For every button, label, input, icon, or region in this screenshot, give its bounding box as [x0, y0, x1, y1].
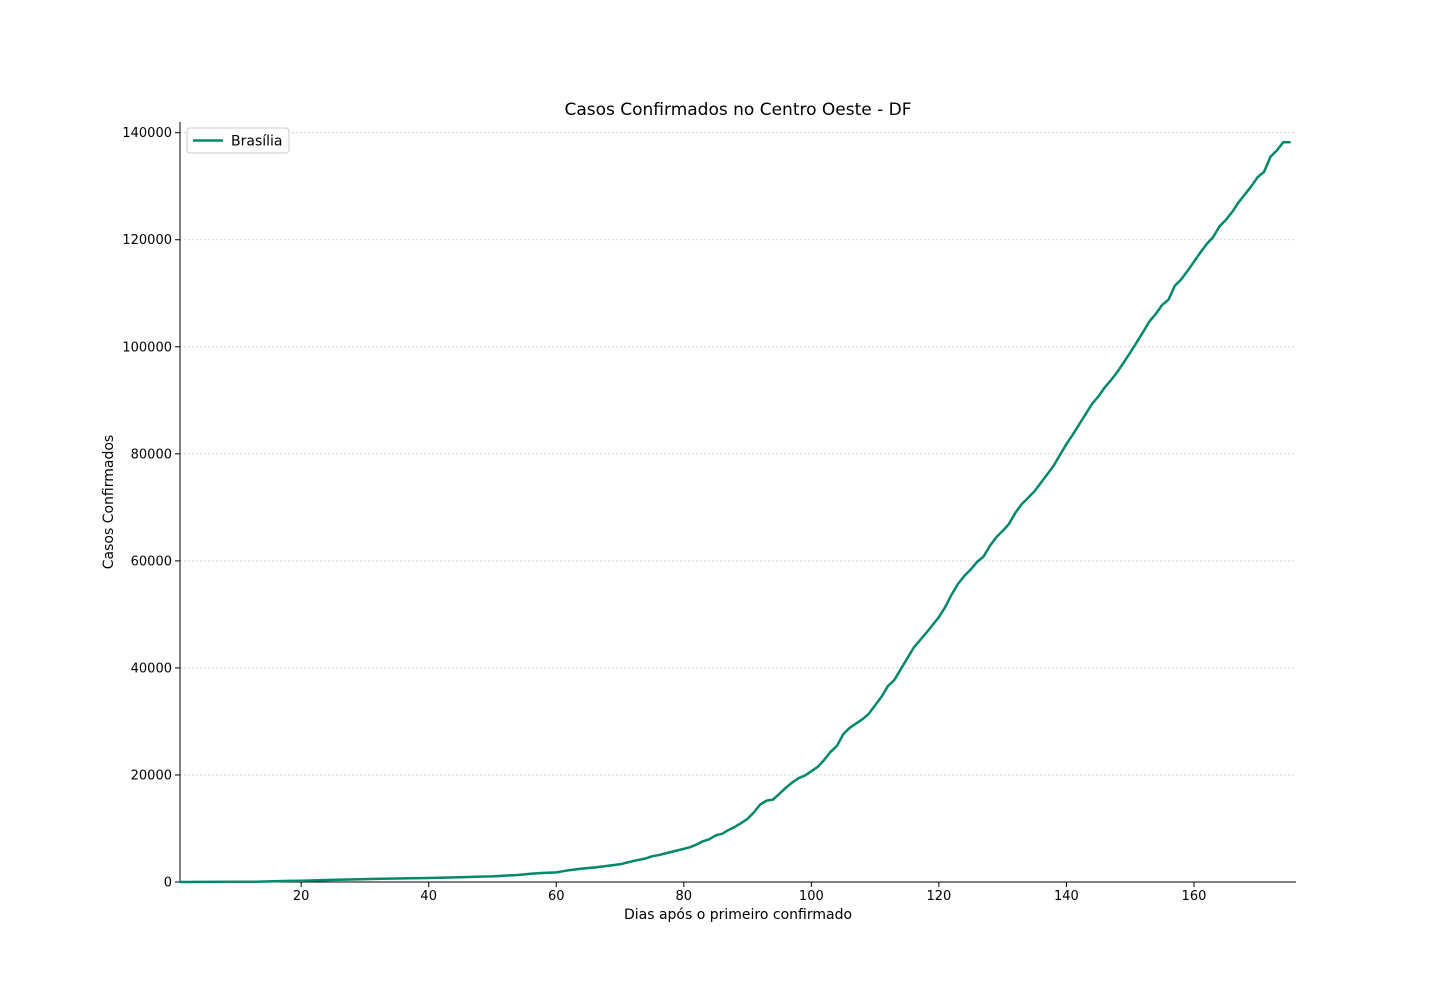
y-tick-label: 20000	[131, 768, 172, 783]
series-line-brasilia	[178, 141, 1291, 884]
tick-marks: 0 20000 40000 60000 80000 100000 120000 140000 2…	[122, 126, 1206, 904]
legend: Brasília	[186, 127, 290, 154]
grid-lines	[180, 132, 1296, 776]
legend-label-brasilia: Brasília	[231, 134, 282, 150]
y-tick-label: 120000	[122, 233, 172, 248]
y-tick-label: 60000	[131, 554, 172, 569]
y-axis-title: Casos Confirmados	[101, 435, 117, 569]
legend-box	[186, 127, 290, 154]
chart-title: Casos Confirmados no Centro Oeste - DF	[564, 100, 911, 120]
x-tick-label: 120	[926, 889, 951, 904]
y-tick-label: 0	[164, 876, 172, 891]
x-axis-title: Dias após o primeiro confirmado	[624, 907, 852, 923]
x-tick-label: 80	[676, 889, 693, 904]
y-tick-label: 140000	[122, 126, 172, 141]
x-tick-label: 40	[420, 889, 437, 904]
axes	[179, 122, 1296, 883]
x-tick-label: 100	[799, 889, 824, 904]
x-tick-label: 140	[1054, 889, 1079, 904]
x-tick-label: 20	[293, 889, 310, 904]
x-tick-label: 60	[548, 889, 565, 904]
y-tick-label: 100000	[122, 340, 172, 355]
y-tick-label: 40000	[131, 661, 172, 676]
series-layer	[178, 141, 1291, 884]
x-tick-label: 160	[1182, 889, 1207, 904]
y-tick-label: 80000	[131, 447, 172, 462]
